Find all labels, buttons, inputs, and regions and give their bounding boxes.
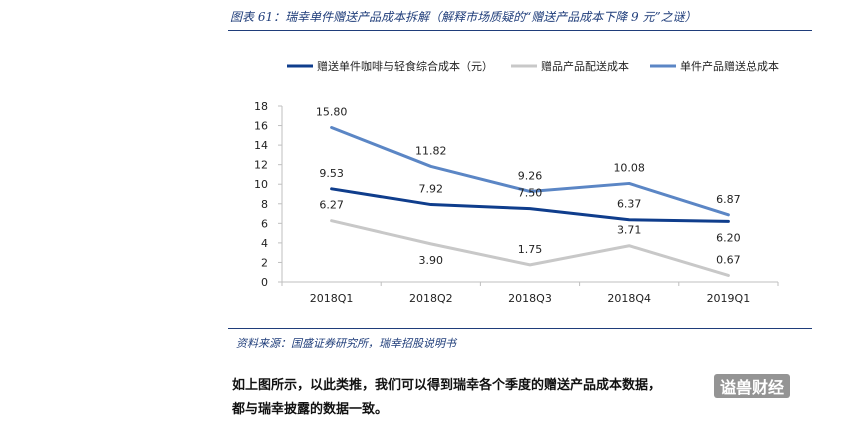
data-label-s2-2018Q4: 3.71 <box>617 224 642 237</box>
body-line-1: 如上图所示，以此类推，我们可以得到瑞幸各个季度的赠送产品成本数据， <box>232 374 661 398</box>
data-label-s1-2018Q2: 7.92 <box>419 183 444 196</box>
watermark-logo: 谥兽财经 <box>714 374 790 398</box>
y-tick-label: 16 <box>254 120 268 133</box>
chart-legend: 赠送单件咖啡与轻食综合成本（元） 赠品产品配送成本 单件产品赠送总成本 <box>287 59 779 73</box>
data-label-s1-2018Q1: 9.53 <box>319 167 344 180</box>
line-chart: 赠送单件咖啡与轻食综合成本（元） 赠品产品配送成本 单件产品赠送总成本 0 2 4 6 8 1… <box>0 0 864 330</box>
data-label-s2-2018Q1: 6.27 <box>319 199 344 212</box>
data-label-s3-2018Q3: 9.26 <box>518 169 543 182</box>
y-tick-label: 6 <box>261 217 268 230</box>
data-label-s2-2018Q3: 1.75 <box>518 243 543 256</box>
legend-label-3: 单件产品赠送总成本 <box>680 59 779 73</box>
legend-label-1: 赠送单件咖啡与轻食综合成本（元） <box>317 59 493 73</box>
data-label-s3-2018Q2: 11.82 <box>415 144 447 157</box>
y-tick-label: 8 <box>261 198 268 211</box>
data-label-s1-2018Q4: 6.37 <box>617 198 642 211</box>
y-tick-label: 10 <box>254 178 268 191</box>
y-tick-label: 12 <box>254 159 268 172</box>
x-tick-label-2018Q2: 2018Q2 <box>409 292 453 305</box>
y-tick-label: 4 <box>261 237 268 250</box>
y-tick-label: 18 <box>254 100 268 113</box>
data-label-s1-2019Q1: 6.20 <box>716 231 741 244</box>
data-label-s3-2018Q4: 10.08 <box>613 161 645 174</box>
y-tick-label: 2 <box>261 256 268 269</box>
data-label-s3-2019Q1: 6.87 <box>716 193 741 206</box>
data-label-s1-2018Q3: 7.50 <box>518 187 543 200</box>
bottom-rule <box>228 328 812 329</box>
x-tick-label-2018Q1: 2018Q1 <box>310 292 354 305</box>
data-label-s3-2018Q1: 15.80 <box>316 106 348 119</box>
legend-label-2: 赠品产品配送成本 <box>541 59 629 73</box>
source-note: 资料来源：国盛证券研究所，瑞幸招股说明书 <box>236 335 456 351</box>
data-label-s2-2019Q1: 0.67 <box>716 253 741 266</box>
x-tick-label-2019Q1: 2019Q1 <box>707 292 751 305</box>
x-tick-label-2018Q4: 2018Q4 <box>607 292 651 305</box>
body-line-2: 都与瑞幸披露的数据一致。 <box>232 398 661 422</box>
chart-data-labels: 9.53 7.92 7.50 6.37 6.20 6.27 3.90 1.75 3.71 0.67… <box>316 106 741 267</box>
y-tick-label: 0 <box>261 276 268 289</box>
data-label-s2-2018Q2: 3.90 <box>419 254 444 267</box>
y-tick-label: 14 <box>254 139 268 152</box>
body-paragraph: 如上图所示，以此类推，我们可以得到瑞幸各个季度的赠送产品成本数据， 都与瑞幸披露… <box>232 374 661 422</box>
x-tick-label-2018Q3: 2018Q3 <box>508 292 552 305</box>
